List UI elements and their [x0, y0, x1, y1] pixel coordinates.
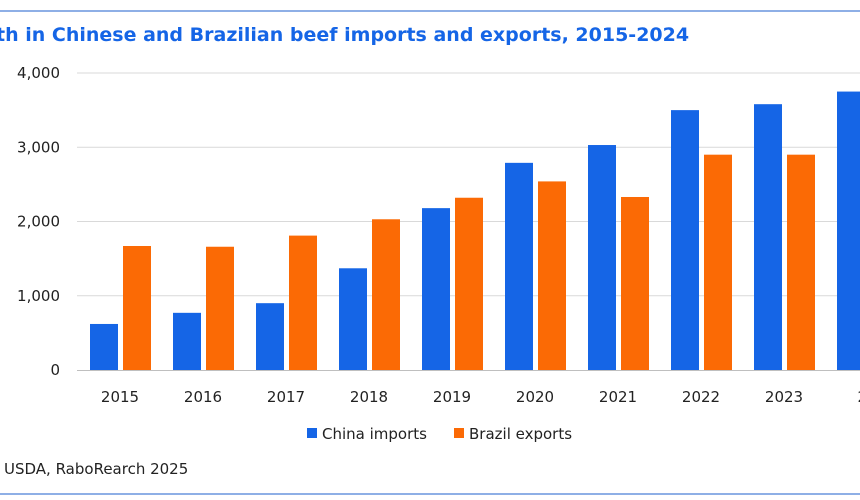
bar-brazil-exports: [704, 154, 732, 370]
bar-china-imports: [837, 91, 860, 370]
bar-brazil-exports: [538, 181, 566, 370]
x-tick-label: 2016: [184, 388, 222, 406]
bar-brazil-exports: [206, 246, 234, 370]
x-tick-label: 2015: [101, 388, 139, 406]
x-tick-label: 2022: [682, 388, 720, 406]
y-tick-label: 2,000: [17, 213, 60, 231]
x-axis-ticks: 2015 2016 2017 2018 2019 2020 2021 2022 2023 20: [101, 388, 860, 406]
x-tick-label: 20: [857, 388, 860, 406]
bars: [90, 91, 860, 370]
y-tick-label: 1,000: [17, 287, 60, 305]
legend-swatch: [454, 428, 464, 438]
bar-china-imports: [671, 110, 699, 370]
bar-china-imports: [173, 312, 201, 370]
bar-brazil-exports: [289, 235, 317, 370]
x-tick-label: 2017: [267, 388, 305, 406]
bar-brazil-exports: [455, 197, 483, 370]
y-tick-label: 3,000: [17, 138, 60, 156]
x-tick-label: 2018: [350, 388, 388, 406]
legend: China imports Brazil exports: [307, 425, 572, 443]
bar-china-imports: [339, 268, 367, 370]
chart-title: th in Chinese and Brazilian beef imports…: [0, 24, 689, 46]
bar-brazil-exports: [123, 246, 151, 370]
bar-china-imports: [90, 323, 118, 370]
x-tick-label: 2019: [433, 388, 471, 406]
bar-china-imports: [588, 145, 616, 370]
bar-brazil-exports: [787, 154, 815, 370]
y-tick-label: 4,000: [17, 64, 60, 82]
x-tick-label: 2020: [516, 388, 554, 406]
legend-label: Brazil exports: [469, 425, 572, 443]
bar-china-imports: [754, 104, 782, 370]
legend-label: China imports: [322, 425, 427, 443]
bar-china-imports: [422, 208, 450, 370]
bar-china-imports: [505, 162, 533, 370]
bar-brazil-exports: [621, 196, 649, 370]
x-tick-label: 2023: [765, 388, 803, 406]
source-note: USDA, RaboRearch 2025: [4, 460, 188, 478]
x-tick-label: 2021: [599, 388, 637, 406]
bar-brazil-exports: [372, 219, 400, 370]
bar-china-imports: [256, 303, 284, 370]
y-tick-label: 0: [50, 361, 60, 379]
legend-swatch: [307, 428, 317, 438]
y-axis-ticks: 0 1,000 2,000 3,000 4,000: [17, 64, 60, 379]
